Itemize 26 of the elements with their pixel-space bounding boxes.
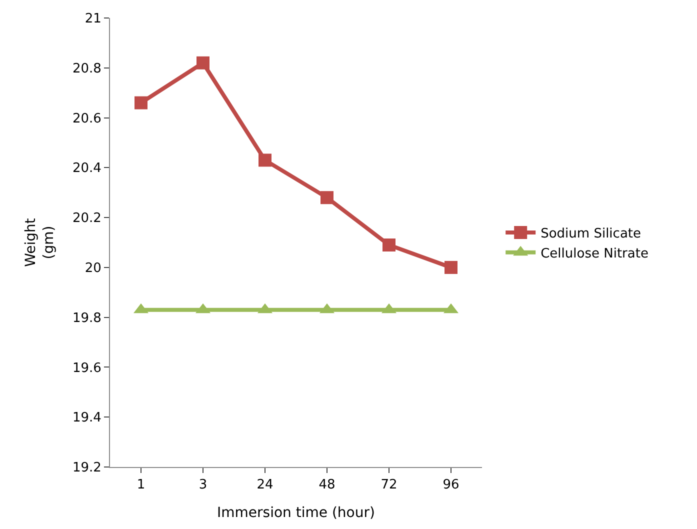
legend-label: Sodium Silicate [540,226,642,242]
legend-label: Cellulose Nitrate [540,246,648,262]
y-tick-label: 20.2 [72,211,102,226]
point [134,96,148,110]
point [444,260,458,274]
point [258,154,272,167]
y-tick-label: 20.6 [72,111,102,126]
x-tick-label: 48 [318,478,336,493]
x-tick-label: 72 [380,478,398,493]
y-tick-label: 19.8 [72,310,102,326]
point [196,56,210,70]
y-tick-label: 19.6 [72,360,102,376]
x-tick-label: 1 [136,478,146,493]
y-tick-label: 19.2 [72,460,102,476]
y-tick-label: 20 [84,260,102,276]
y-tick-label: 21 [84,12,102,27]
point [382,238,396,252]
y-axis-title: Weight (gm) [22,218,58,267]
x-tick-label: 3 [198,478,208,493]
y-tick-label: 20.4 [72,161,102,176]
x-tick-label: 96 [442,478,460,493]
point [320,191,334,204]
x-axis-title: Immersion time (hour) [217,504,375,521]
x-tick-label: 24 [256,478,274,493]
y-tick-label: 19.4 [72,410,102,426]
y-tick-label: 20.8 [72,61,102,76]
